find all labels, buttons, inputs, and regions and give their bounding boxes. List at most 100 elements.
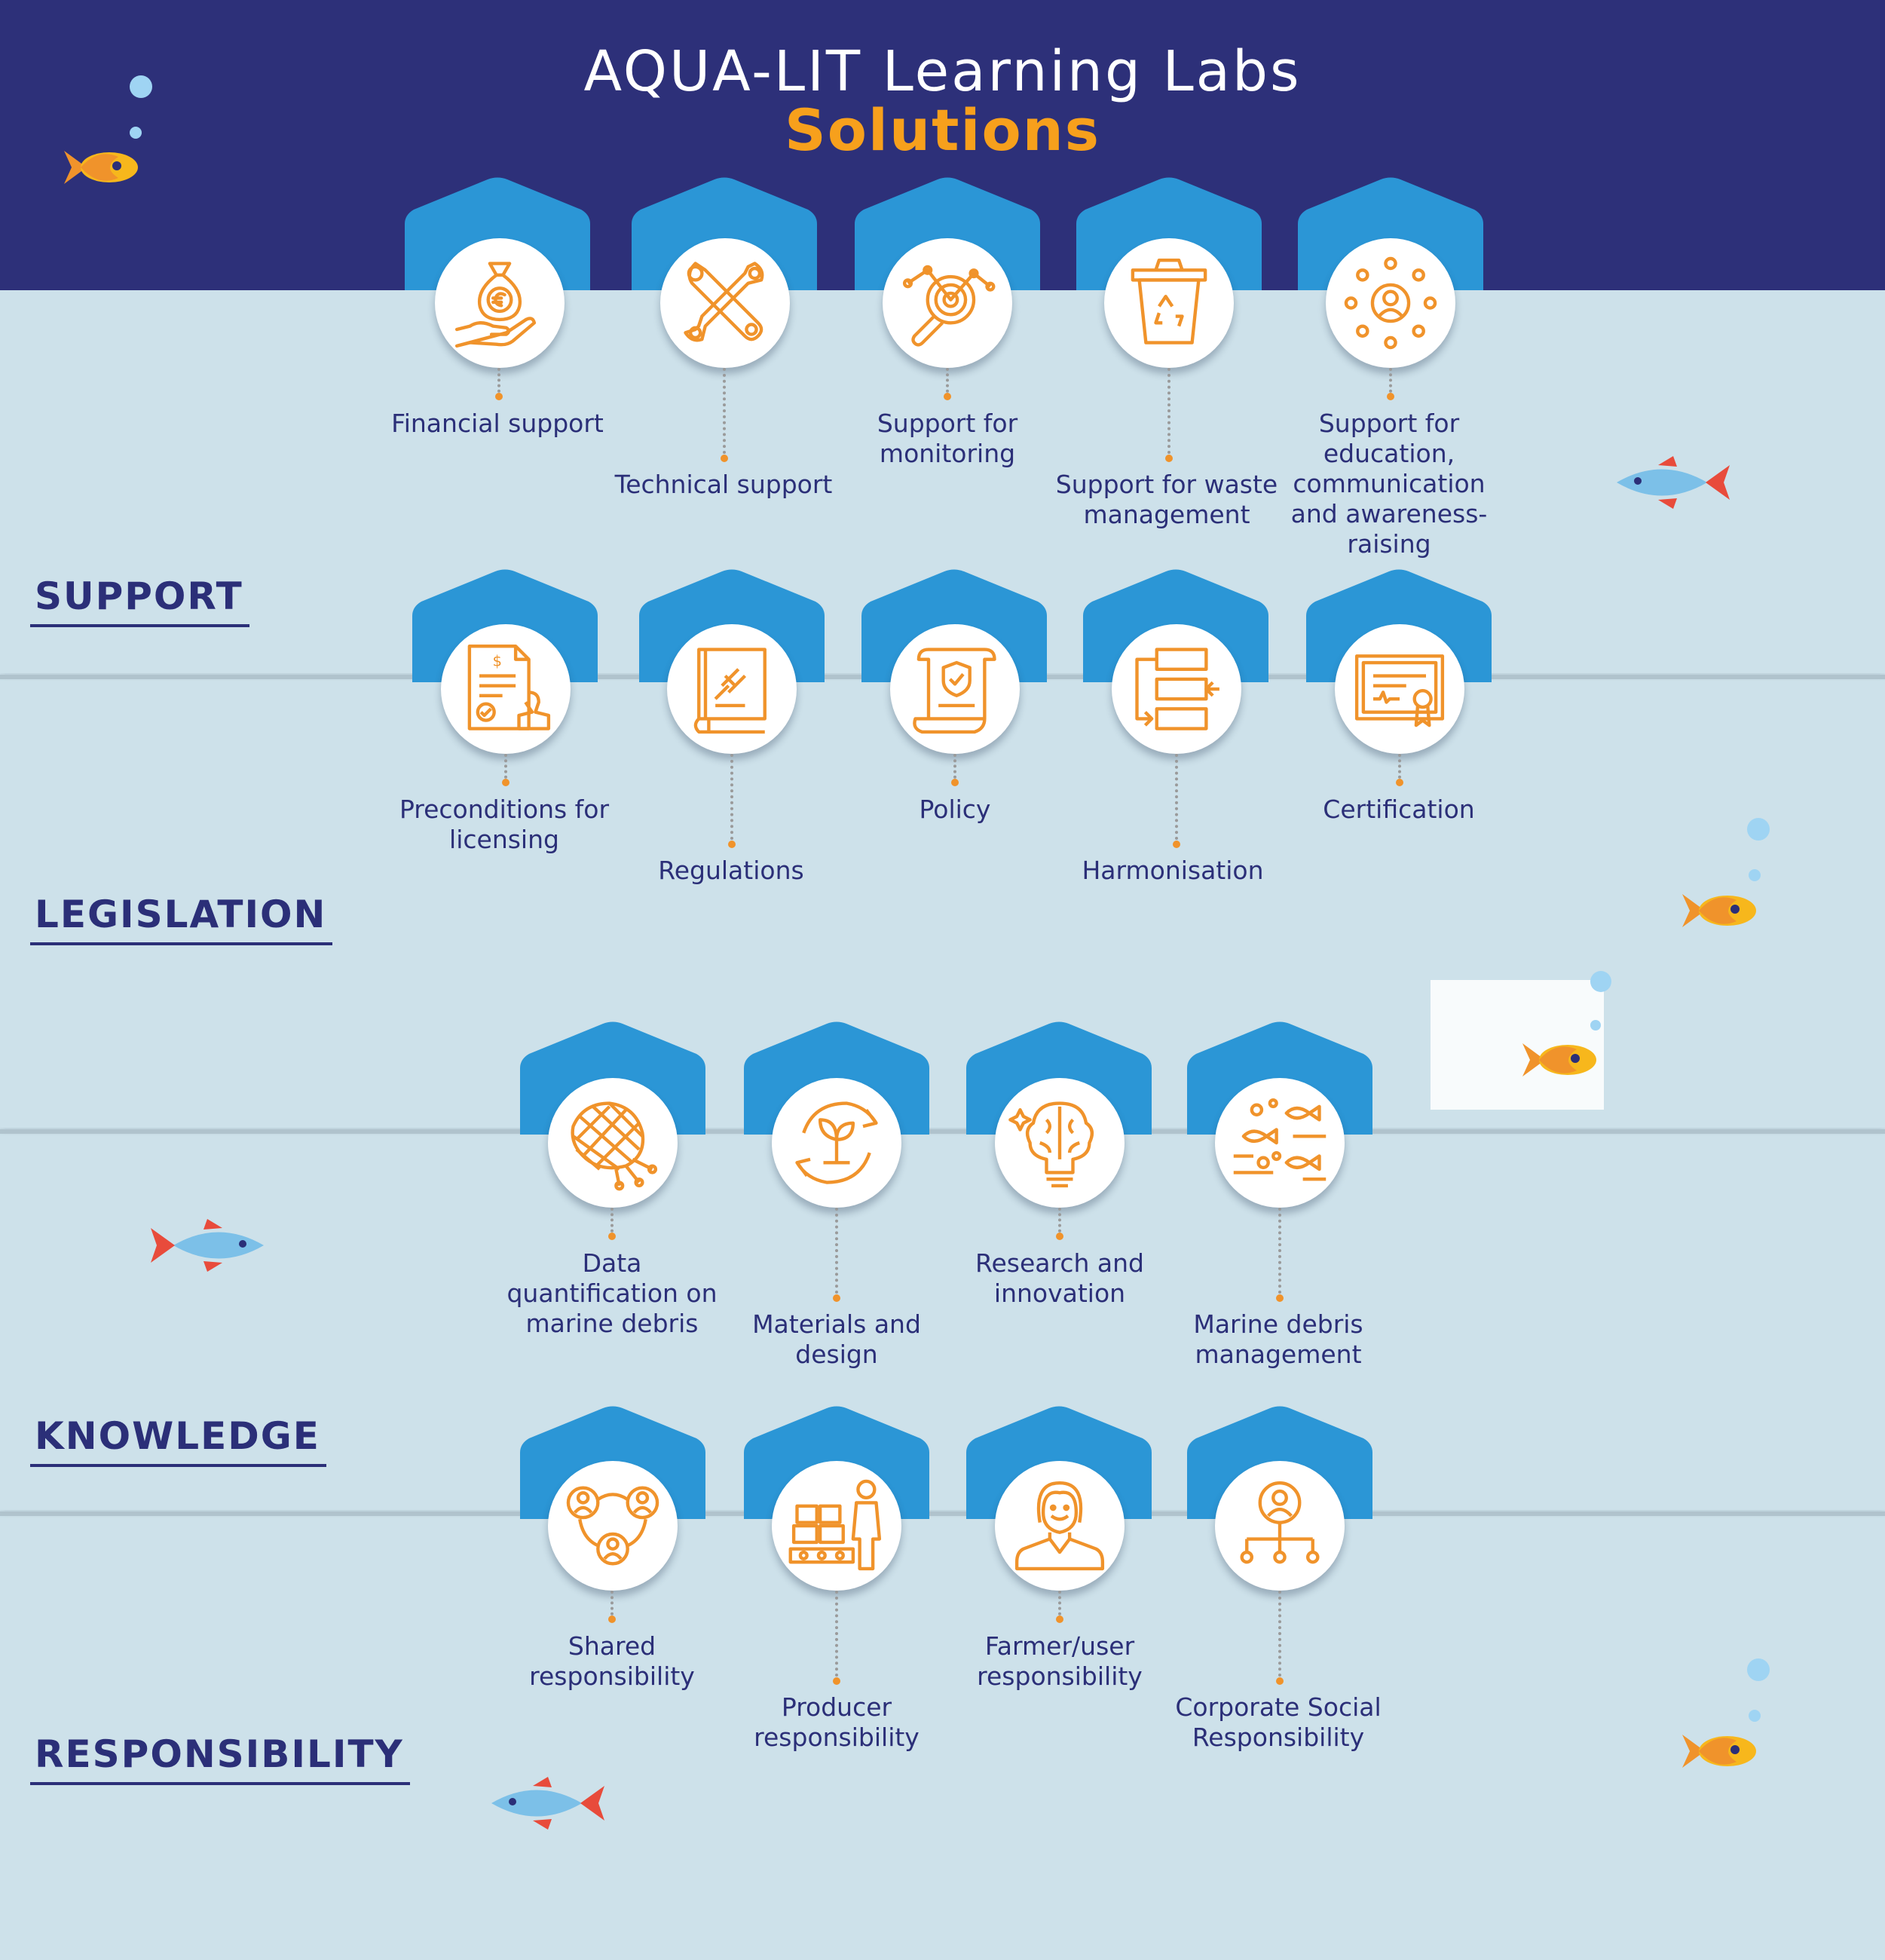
connector-dot: [608, 1615, 616, 1623]
money-bag-hand-icon: [454, 262, 537, 348]
marine-debris-management-circle: [1215, 1078, 1345, 1208]
licence-document-stamp-icon: $: [467, 644, 551, 730]
label-licensing: Preconditions for licensing: [384, 795, 625, 855]
connector-line: [1058, 1208, 1061, 1238]
farmer-user-responsibility-circle: [995, 1461, 1125, 1591]
label-marine-debris-management: Marine debris management: [1158, 1309, 1399, 1370]
fishing-net-data-icon: [571, 1101, 658, 1191]
certification-circle: [1335, 624, 1464, 754]
waste-management-circle: [1104, 238, 1234, 368]
connector-line: [946, 368, 949, 398]
label-waste-management: Support for waste management: [1055, 470, 1278, 529]
materials-design-circle: [772, 1078, 901, 1208]
label-financial-support: Financial support: [391, 409, 604, 438]
label-text: Producer responsibility: [754, 1692, 920, 1752]
label-text: Shared responsibility: [529, 1631, 695, 1691]
brain-bulb-icon: [1008, 1101, 1094, 1188]
label-farmer-user-responsibility: Farmer/user responsibility: [939, 1631, 1180, 1692]
connector-line: [1167, 368, 1170, 460]
wrench-tools-icon: [684, 262, 764, 342]
connector-dot: [1056, 1615, 1063, 1623]
harmonisation-arrows-icon: [1135, 648, 1219, 730]
certificate-icon: [1354, 654, 1445, 727]
connector-dot: [728, 841, 736, 848]
label-materials-design: Materials and design: [716, 1309, 957, 1370]
connector-line: [610, 1208, 614, 1238]
connector-dot: [1056, 1233, 1063, 1240]
law-book-gavel-icon: [693, 648, 767, 734]
data-quantification-circle: [548, 1078, 678, 1208]
financial-support-circle: [435, 238, 565, 368]
connector-dot: [502, 779, 510, 786]
corporate-social-responsibility-circle: [1215, 1461, 1345, 1591]
connector-line: [497, 368, 500, 398]
regulations-circle: [667, 624, 797, 754]
label-education: Support for education, communication and…: [1257, 409, 1521, 559]
label-text: Research and innovation: [975, 1248, 1144, 1308]
policy-circle: [890, 624, 1020, 754]
person-network-icon: [1344, 256, 1437, 350]
connector-line: [1278, 1208, 1281, 1300]
connector-line: [1175, 754, 1178, 846]
corporate-hierarchy-icon: [1240, 1481, 1320, 1564]
connector-line: [835, 1591, 838, 1683]
connector-line: [610, 1591, 614, 1621]
connector-dot: [833, 1677, 840, 1685]
connector-line: [1398, 754, 1401, 784]
connector-dot: [1276, 1677, 1284, 1685]
connector-dot: [1387, 393, 1394, 400]
label-text: Data quantification on marine debris: [506, 1248, 718, 1338]
monitoring-circle: [883, 238, 1012, 368]
licensing-circle: $: [441, 624, 571, 754]
label-corporate-social-responsibility: Corporate Social Responsibility: [1150, 1692, 1406, 1753]
label-text: Farmer/user responsibility: [977, 1631, 1143, 1691]
technical-support-circle: [660, 238, 790, 368]
label-producer-responsibility: Producer responsibility: [716, 1692, 957, 1753]
section-title-support: SUPPORT: [30, 574, 249, 627]
shared-people-icon: [566, 1486, 659, 1566]
section-title-legislation: LEGISLATION: [30, 893, 333, 945]
section-title-responsibility: RESPONSIBILITY: [30, 1732, 410, 1785]
label-technical-support: Technical support: [614, 470, 833, 499]
label-certification: Certification: [1323, 795, 1475, 824]
connector-dot: [495, 393, 503, 400]
label-text: Support for education, communication and…: [1290, 409, 1488, 559]
label-regulations: Regulations: [658, 856, 804, 885]
label-text: Support for monitoring: [877, 409, 1018, 468]
page-subtitle: Solutions: [784, 96, 1101, 164]
label-text: Preconditions for licensing: [399, 795, 610, 854]
connector-dot: [1165, 455, 1173, 462]
page-title: AQUA-LIT Learning Labs: [583, 39, 1302, 104]
label-harmonisation: Harmonisation: [1082, 856, 1264, 885]
harmonisation-circle: [1112, 624, 1241, 754]
connector-line: [730, 754, 733, 846]
producer-responsibility-circle: [772, 1461, 901, 1591]
circular-leaf-icon: [795, 1101, 878, 1184]
connector-line: [953, 754, 956, 784]
connector-line: [504, 754, 507, 784]
connector-dot: [721, 455, 728, 462]
svg-text:$: $: [493, 652, 503, 669]
label-support-monitoring: Support for monitoring: [827, 409, 1068, 469]
connector-line: [1278, 1591, 1281, 1683]
label-data-quantification: Data quantification on marine debris: [491, 1248, 733, 1339]
connector-line: [1058, 1591, 1061, 1621]
connector-dot: [944, 393, 951, 400]
producer-conveyor-icon: [788, 1479, 882, 1571]
research-innovation-circle: [995, 1078, 1125, 1208]
connector-line: [835, 1208, 838, 1300]
policy-scroll-shield-icon: [913, 648, 996, 734]
connector-line: [723, 368, 726, 460]
label-shared-responsibility: Shared responsibility: [491, 1631, 733, 1692]
recycling-bin-icon: [1131, 258, 1207, 345]
section-title-knowledge: KNOWLEDGE: [30, 1414, 326, 1467]
connector-dot: [608, 1233, 616, 1240]
fish-debris-icon: [1233, 1098, 1327, 1181]
connector-dot: [1173, 841, 1180, 848]
connector-dot: [833, 1294, 840, 1302]
connector-dot: [951, 779, 959, 786]
label-research-innovation: Research and innovation: [939, 1248, 1180, 1309]
label-policy: Policy: [919, 795, 991, 824]
shared-responsibility-circle: [548, 1461, 678, 1591]
